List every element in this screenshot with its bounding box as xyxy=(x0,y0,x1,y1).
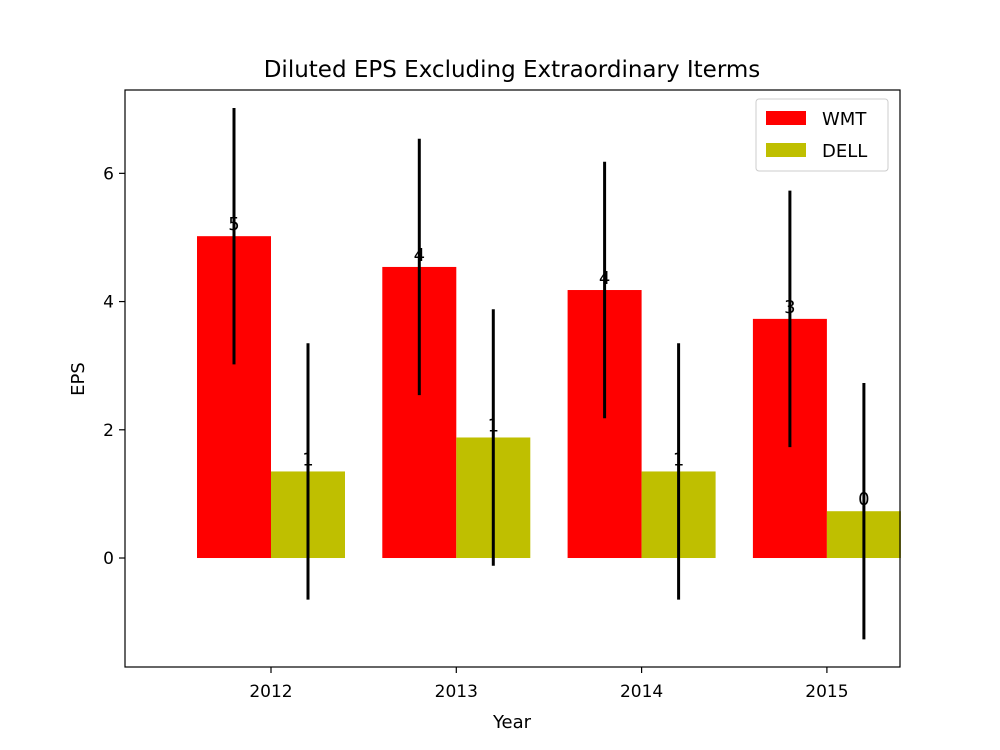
y-tick-label: 0 xyxy=(103,549,114,569)
legend: WMT DELL xyxy=(755,98,889,172)
chart-title: Diluted EPS Excluding Extraordinary Iter… xyxy=(264,57,761,83)
bar-value-label: 5 xyxy=(228,214,239,235)
legend-label-dell: DELL xyxy=(822,141,867,162)
x-tick-label: 2012 xyxy=(249,682,292,702)
x-tick-label: 2015 xyxy=(805,682,848,702)
bar-value-label: 4 xyxy=(599,268,610,289)
y-tick-label: 4 xyxy=(103,293,114,313)
x-tick-label: 2013 xyxy=(435,682,478,702)
legend-swatch-wmt xyxy=(766,111,806,125)
bar-value-label: 0 xyxy=(858,489,869,510)
y-axis-label: EPS xyxy=(68,362,89,396)
x-tick-label: 2014 xyxy=(620,682,663,702)
bar-value-label: 1 xyxy=(488,415,499,436)
legend-label-wmt: WMT xyxy=(822,109,867,130)
bar-value-label: 1 xyxy=(673,449,684,470)
plot-frame xyxy=(124,89,901,668)
y-tick-label: 2 xyxy=(103,421,114,441)
y-tick-label: 6 xyxy=(103,164,114,184)
bar-value-label: 4 xyxy=(414,245,425,266)
chart-marks: 0 2 4 6 5 4 4 3 1 1 1 0 2012 2013 2014 2015 xyxy=(103,107,901,702)
x-axis-label: Year xyxy=(492,712,532,733)
bar-value-label: 1 xyxy=(302,449,313,470)
legend-swatch-dell xyxy=(766,143,806,157)
bar-value-label: 3 xyxy=(784,297,795,318)
